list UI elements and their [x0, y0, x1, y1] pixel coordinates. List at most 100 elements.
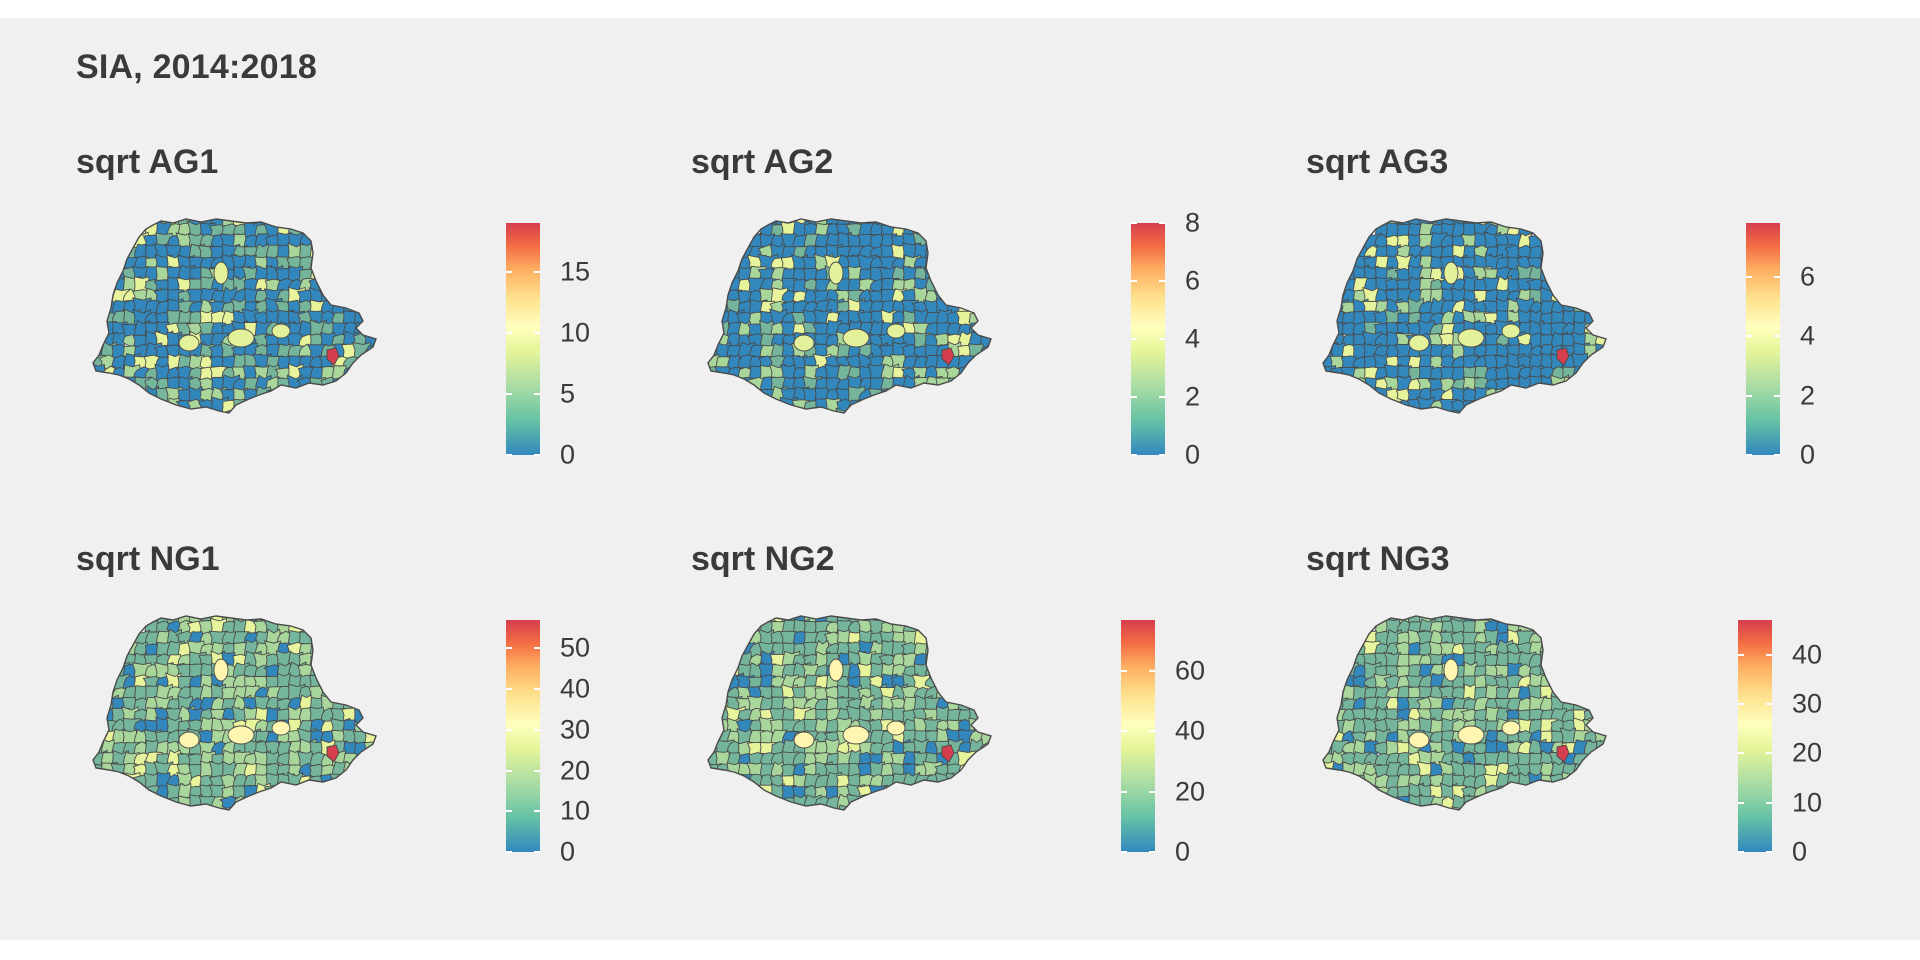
- legend-tick-label: 2: [1800, 380, 1816, 410]
- state-border: [707, 615, 992, 811]
- municipality: [227, 328, 255, 348]
- municipality: [331, 377, 348, 391]
- legend-tick-mark: [1131, 280, 1137, 282]
- choropleth-map: [92, 218, 377, 414]
- legend-tick-mark: [1738, 653, 1744, 656]
- legend-tick-mark: [1738, 851, 1744, 853]
- panel-ag2: sqrt AG2 0 2 4 6 8: [691, 143, 1251, 503]
- legend-tick-label: 30: [1792, 688, 1823, 719]
- legend-tick-mark: [506, 810, 512, 813]
- panel-ag1: sqrt AG1 0 5 10 15: [76, 143, 636, 503]
- color-legend: 0 2 4 6: [1746, 223, 1866, 468]
- legend-colorbar: [1746, 223, 1780, 455]
- legend-tick-mark: [1159, 454, 1165, 456]
- legend-tick-mark: [1766, 801, 1772, 804]
- legend-tick-mark: [1766, 653, 1772, 656]
- plot-background: [0, 18, 1920, 940]
- state-border: [1322, 615, 1607, 811]
- legend-tick-mark: [534, 331, 540, 334]
- municipality: [1495, 785, 1510, 799]
- legend-tick-mark: [1746, 275, 1752, 278]
- legend-tick-mark: [534, 392, 540, 395]
- legend-tick-mark: [1149, 730, 1155, 733]
- municipality: [213, 658, 229, 682]
- municipality: [1457, 725, 1485, 745]
- municipality: [1443, 658, 1459, 682]
- legend-tick-mark: [1738, 801, 1744, 804]
- municipality: [1501, 323, 1521, 339]
- panel-title: sqrt AG3: [1306, 143, 1449, 181]
- municipality: [1517, 374, 1532, 395]
- color-legend: 0 2 4 6 8: [1131, 209, 1251, 468]
- legend-tick-label: 4: [1185, 323, 1201, 354]
- municipality-capital: [1556, 744, 1570, 763]
- color-legend: 0 10 20 30 40: [1738, 620, 1858, 865]
- legend-tick-mark: [1131, 338, 1137, 340]
- municipality: [364, 345, 376, 359]
- legend-colorbar: [1121, 620, 1155, 852]
- legend-tick-mark: [1159, 338, 1165, 340]
- legend-tick-mark: [1738, 752, 1744, 755]
- legend-tick-mark: [534, 769, 540, 772]
- municipality: [1408, 334, 1430, 352]
- legend-tick-mark: [1121, 730, 1127, 733]
- municipality: [329, 773, 351, 789]
- municipality: [886, 720, 906, 736]
- municipality: [1457, 328, 1485, 348]
- municipality: [846, 794, 869, 810]
- legend-tick-label: 0: [560, 439, 576, 470]
- state-border: [92, 615, 377, 811]
- legend-tick-mark: [1121, 670, 1127, 673]
- panel-ng3: sqrt NG3 0 10 20 30 40: [1306, 540, 1866, 900]
- legend-tick-label: 0: [1175, 836, 1191, 867]
- choropleth-map: [707, 615, 992, 811]
- municipality: [957, 763, 976, 781]
- municipality-capital: [1556, 347, 1570, 366]
- legend-tick-mark: [1746, 454, 1752, 456]
- municipality: [828, 658, 844, 682]
- municipality: [353, 707, 374, 725]
- legend-tick-mark: [534, 728, 540, 731]
- legend-tick-mark: [506, 851, 512, 853]
- legend-tick-mark: [1774, 275, 1780, 278]
- legend-tick-label: 40: [1175, 715, 1206, 746]
- legend-tick-label: 10: [560, 317, 591, 348]
- color-legend: 0 10 20 30 40 50: [506, 620, 626, 865]
- legend-tick-mark: [1766, 851, 1772, 853]
- municipality: [1323, 760, 1336, 780]
- main-title: SIA, 2014:2018: [76, 48, 317, 86]
- legend-tick-mark: [534, 647, 540, 650]
- panel-title: sqrt NG3: [1306, 540, 1450, 578]
- legend-tick-label: 10: [1792, 787, 1823, 818]
- municipality: [1494, 387, 1514, 403]
- municipality-layer: [93, 219, 376, 413]
- legend-tick-label: 0: [560, 836, 576, 867]
- legend-tick-mark: [1774, 454, 1780, 456]
- municipality: [213, 261, 229, 285]
- legend-tick-mark: [1766, 752, 1772, 755]
- state-border: [92, 218, 377, 414]
- panel-title: sqrt NG2: [691, 540, 835, 578]
- municipality: [828, 261, 844, 285]
- legend-tick-mark: [1746, 394, 1752, 397]
- municipality: [979, 345, 991, 362]
- legend-tick-label: 0: [1185, 439, 1201, 470]
- legend-tick-mark: [1738, 702, 1744, 705]
- municipality: [265, 388, 281, 402]
- legend-tick-label: 5: [560, 378, 576, 409]
- legend-tick-label: 40: [1792, 639, 1823, 670]
- legend-tick-mark: [1131, 396, 1137, 398]
- legend-tick-label: 4: [1800, 320, 1816, 351]
- municipality: [793, 731, 815, 749]
- legend-tick-mark: [1121, 790, 1127, 793]
- legend-colorbar: [506, 223, 540, 455]
- color-legend: 0 5 10 15: [506, 223, 626, 468]
- panel-title: sqrt AG2: [691, 143, 834, 181]
- choropleth-map: [707, 218, 992, 414]
- municipality: [351, 342, 374, 360]
- municipality: [886, 323, 906, 339]
- legend-tick-mark: [1159, 222, 1165, 224]
- legend-tick-mark: [1131, 222, 1137, 224]
- choropleth-map: [1322, 218, 1607, 414]
- legend-tick-mark: [1131, 454, 1137, 456]
